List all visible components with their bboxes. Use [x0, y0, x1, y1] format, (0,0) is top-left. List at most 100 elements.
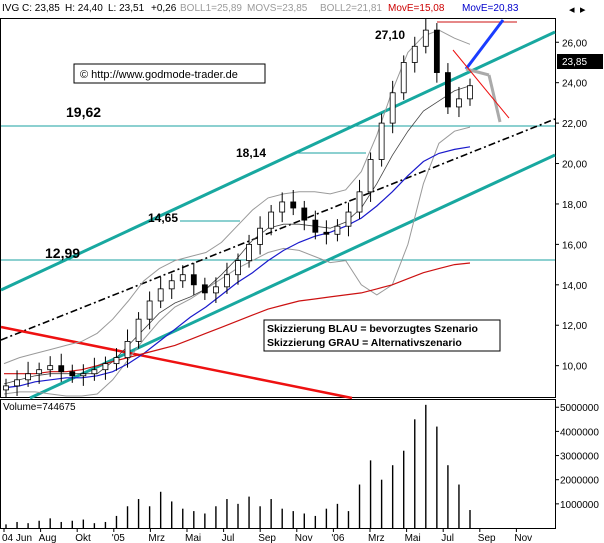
header-boll1: BOLL1=25,89: [180, 3, 242, 14]
channel-upper-line: [0, 30, 556, 292]
scroll-arrow-right[interactable]: ▸: [580, 4, 586, 16]
price-tick-label: 26,00: [562, 38, 587, 49]
x-tick-label: Jul: [441, 533, 454, 543]
current-price-badge: [557, 54, 603, 69]
candle-body: [467, 85, 473, 100]
header-close: C: 23,85: [22, 3, 60, 14]
volume-panel: [0, 399, 556, 529]
candle-body: [113, 357, 120, 365]
candle-body: [323, 231, 330, 235]
candle-body: [25, 373, 31, 381]
level-label-18-14: 18,14: [236, 146, 266, 160]
moving-average-blue-line: [3, 146, 471, 389]
copyright-text: © http://www.godmode-trader.de: [80, 69, 238, 81]
candle-body: [124, 341, 131, 358]
header-high: H: 24,40: [65, 3, 103, 14]
copyright-box: [73, 63, 266, 84]
candle-body: [422, 29, 429, 47]
price-axis: 10,00 12,00 14,00 16,00 18,00 20,00 22,00 24,00…: [555, 38, 587, 373]
candle-body: [146, 300, 153, 320]
candle-body: [168, 280, 175, 290]
volume-tick-label: 4000000: [560, 427, 599, 438]
x-tick-label: Sep: [478, 533, 496, 543]
legend-box: [263, 319, 501, 352]
price-tick-label: 20,00: [562, 160, 587, 171]
header-boll2: BOLL2=21,81: [320, 3, 382, 14]
candle-body: [246, 243, 252, 261]
candle-body: [456, 98, 462, 108]
header-move-red: MovE=15,08: [388, 3, 445, 14]
volume-tick-label: 3000000: [560, 452, 599, 463]
header-move-blue: MovE=20,83: [462, 3, 519, 14]
scroll-arrow-left[interactable]: ◂: [569, 4, 575, 16]
x-tick-label: Mrz: [368, 533, 385, 543]
volume-tick-label: 2000000: [560, 476, 599, 487]
candle-body: [213, 286, 219, 294]
candle-body: [224, 274, 230, 288]
candle-body: [290, 201, 297, 209]
candle-body: [433, 29, 440, 73]
candle-body: [201, 284, 208, 294]
x-tick-label: Nov: [514, 533, 532, 543]
x-tick-label: Aug: [39, 533, 57, 543]
candle-body: [312, 219, 319, 233]
candle-body: [80, 373, 87, 377]
header-symbol: IVG: [2, 3, 19, 14]
candle-body: [334, 225, 341, 235]
candle-body: [367, 159, 374, 193]
candle-body: [445, 72, 451, 108]
price-tick-label: 14,00: [562, 281, 587, 292]
candle-body: [157, 288, 164, 302]
x-tick-label: '06: [331, 533, 344, 543]
candle-body: [301, 207, 308, 221]
candle-body: [190, 274, 197, 286]
volume-bars: [5, 404, 471, 528]
candlestick-series: [3, 18, 473, 397]
level-label-12-99: 12,99: [45, 245, 80, 261]
candle-body: [36, 369, 43, 375]
header-low: L: 23,51: [108, 3, 145, 14]
candle-body: [345, 211, 352, 227]
candle-body: [179, 274, 186, 282]
candle-body: [14, 379, 20, 387]
header-change: +0,26: [151, 3, 177, 14]
candle-body: [235, 260, 241, 276]
candle-body: [3, 385, 9, 391]
blue-scenario-arrow: [464, 19, 505, 70]
price-tick-label: 12,00: [562, 321, 587, 332]
x-tick-label: Mrz: [148, 533, 165, 543]
x-tick-label: Jul: [222, 533, 235, 543]
legend-grey-text: Skizzierung GRAU = Alternativszenario: [267, 337, 462, 349]
price-tick-label: 18,00: [562, 200, 587, 211]
x-tick-label: Okt: [75, 533, 91, 543]
level-label-27-10: 27,10: [375, 28, 405, 42]
candle-body: [58, 365, 65, 373]
volume-label: Volume=744675: [3, 402, 76, 413]
candle-body: [69, 371, 76, 377]
candle-body: [268, 211, 275, 229]
candle-body: [400, 62, 407, 94]
price-tick-label: 24,00: [562, 79, 587, 90]
candle-body: [102, 363, 109, 371]
candle-body: [257, 227, 263, 245]
price-tick-label: 16,00: [562, 240, 587, 251]
x-tick-label: Mai: [405, 533, 421, 543]
x-tick-label: Mai: [185, 533, 201, 543]
x-tick-label: '05: [112, 533, 125, 543]
red-downtrend-line: [0, 325, 353, 400]
price-tick-label: 10,00: [562, 362, 587, 373]
volume-axis: 1000000 2000000 3000000 4000000 5000000: [555, 403, 599, 511]
legend-blue-text: Skizzierung BLAU = bevorzugtes Szenario: [267, 323, 478, 335]
volume-tick-label: 1000000: [560, 500, 599, 511]
x-tick-label: Sep: [258, 533, 276, 543]
price-tick-label: 22,00: [562, 119, 587, 130]
moving-average-red-line: [4, 262, 471, 375]
candle-body: [378, 122, 385, 160]
level-label-14-65: 14,65: [148, 211, 178, 225]
candle-body: [47, 365, 54, 371]
candle-body: [135, 318, 142, 342]
volume-tick-label: 5000000: [560, 403, 599, 414]
current-price-text: 23,85: [562, 57, 587, 68]
